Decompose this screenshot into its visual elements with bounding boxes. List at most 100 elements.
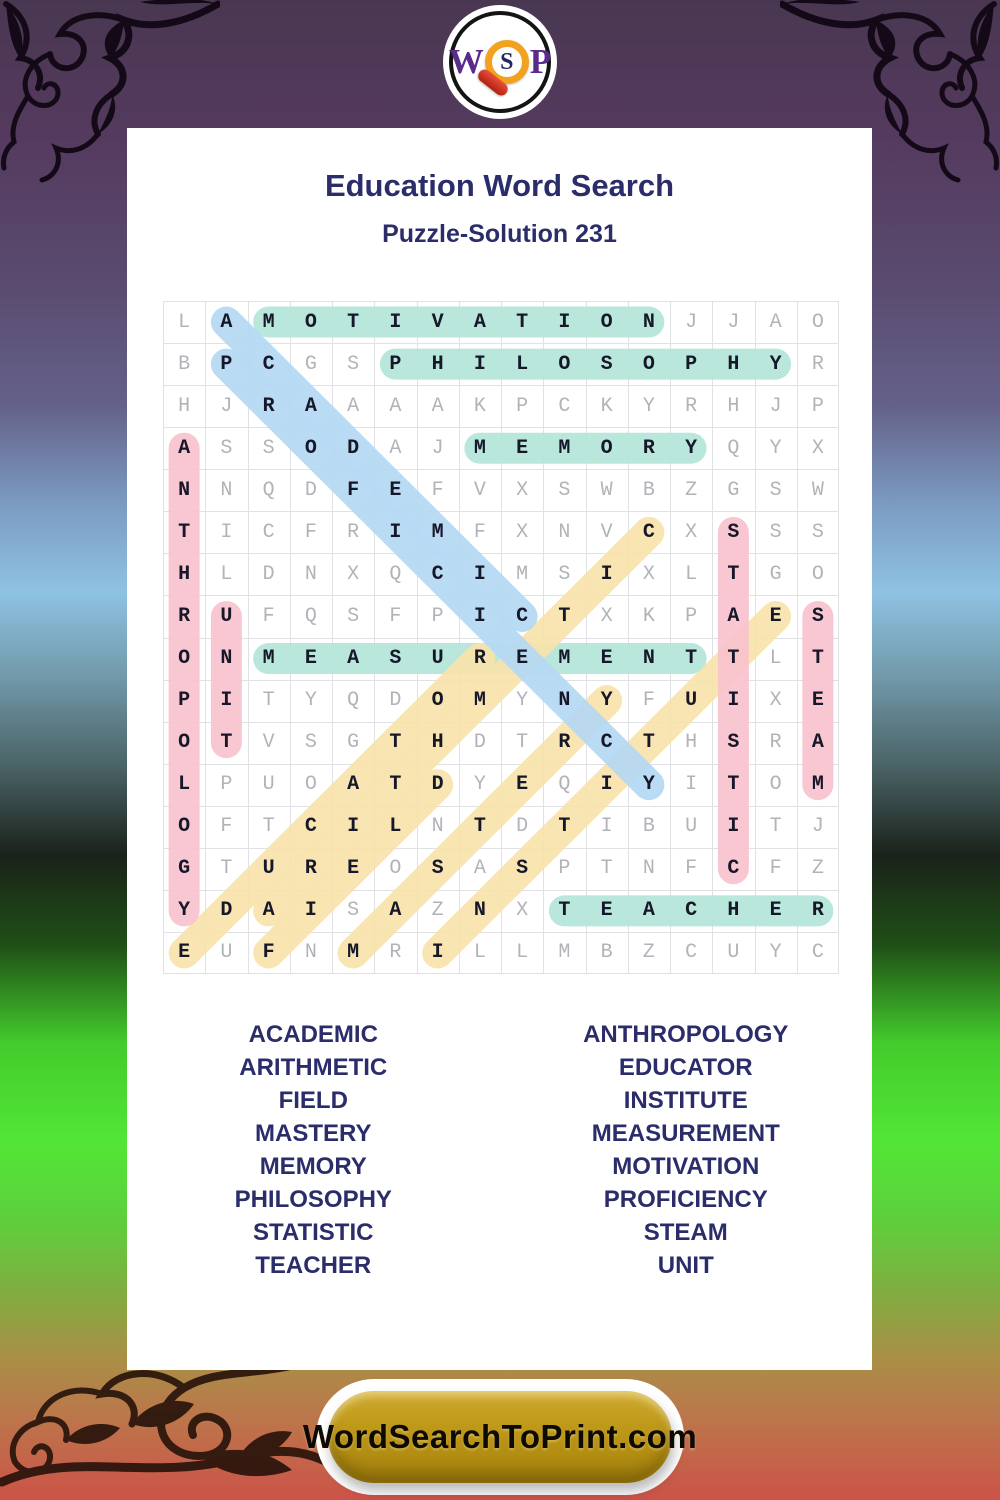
grid-letter: E bbox=[516, 647, 529, 671]
word-list-item: STEAM bbox=[643, 1219, 728, 1246]
grid-letter: Y bbox=[178, 899, 191, 923]
grid-letter: R bbox=[473, 647, 486, 671]
grid-letter: M bbox=[473, 689, 486, 713]
grid-letter: T bbox=[727, 562, 740, 586]
grid-letter: C bbox=[642, 520, 655, 544]
grid-letter: O bbox=[178, 815, 191, 839]
grid-letter: E bbox=[347, 857, 360, 881]
grid-letter: N bbox=[178, 478, 191, 502]
page-title: Education Word Search bbox=[324, 168, 675, 203]
grid-letter: M bbox=[558, 436, 571, 460]
grid-letter: X bbox=[642, 562, 655, 586]
grid-letter: U bbox=[727, 941, 740, 965]
grid-letter: C bbox=[431, 562, 444, 586]
grid-letter: T bbox=[642, 731, 655, 755]
grid-letter: T bbox=[811, 647, 824, 671]
grid-letter: V bbox=[473, 478, 486, 502]
grid-letter: N bbox=[304, 941, 317, 965]
grid-letter: O bbox=[642, 352, 655, 376]
grid-letter: N bbox=[558, 520, 571, 544]
grid-letter: O bbox=[389, 857, 402, 881]
grid-letter: Y bbox=[642, 394, 655, 418]
grid-letter: S bbox=[389, 647, 402, 671]
grid-letter: F bbox=[769, 857, 782, 881]
grid-letter: E bbox=[600, 899, 613, 923]
grid-letter: H bbox=[727, 899, 740, 923]
word-list-left-column: ACADEMIC ARITHMETIC FIELD MASTERY MEMORY PHIL… bbox=[127, 1018, 500, 1282]
grid-letter: H bbox=[178, 394, 191, 418]
grid-letter: Q bbox=[262, 478, 275, 502]
grid-letter: I bbox=[304, 899, 317, 923]
word-list-item: MASTERY bbox=[255, 1120, 372, 1147]
grid-letter: I bbox=[389, 310, 402, 334]
grid-letter: Y bbox=[769, 436, 782, 460]
grid-letter: U bbox=[262, 773, 275, 797]
grid-letter: J bbox=[811, 815, 824, 839]
grid-letter: H bbox=[727, 352, 740, 376]
word-list-item: MEASUREMENT bbox=[591, 1120, 780, 1147]
grid-letter: X bbox=[516, 899, 529, 923]
grid-letter: Y bbox=[769, 941, 782, 965]
grid-letter: S bbox=[262, 436, 275, 460]
grid-letter: T bbox=[558, 815, 571, 839]
grid-letter: L bbox=[473, 941, 486, 965]
grid-letter: U bbox=[220, 941, 233, 965]
highlight-proficiency bbox=[210, 348, 665, 801]
grid-letter: F bbox=[389, 604, 402, 628]
grid-letter: T bbox=[600, 857, 613, 881]
grid-letter: Q bbox=[304, 604, 317, 628]
grid-highlights-layer bbox=[163, 301, 839, 974]
grid-letter: T bbox=[516, 731, 529, 755]
grid-letter: R bbox=[262, 394, 275, 418]
grid-letter: N bbox=[431, 815, 444, 839]
grid-letter: A bbox=[262, 899, 275, 923]
grid-letter: K bbox=[473, 394, 486, 418]
grid-letter: B bbox=[178, 352, 191, 376]
grid-letter: O bbox=[304, 310, 317, 334]
grid-letter: X bbox=[516, 478, 529, 502]
grid-letter: T bbox=[769, 815, 782, 839]
grid-letter: J bbox=[685, 310, 698, 334]
grid-letter: S bbox=[347, 604, 360, 628]
grid-letter: L bbox=[769, 647, 782, 671]
website-button[interactable]: WordSearchToPrint.com bbox=[303, 1391, 697, 1483]
grid-letter: T bbox=[473, 815, 486, 839]
grid-letter: P bbox=[389, 352, 402, 376]
grid-letter: O bbox=[600, 436, 613, 460]
grid-letter: E bbox=[811, 689, 824, 713]
grid-letter: R bbox=[304, 857, 317, 881]
grid-letter: S bbox=[600, 352, 613, 376]
wsp-logo: W S P bbox=[443, 5, 557, 119]
grid-letter: F bbox=[347, 478, 360, 502]
grid-letter: C bbox=[558, 394, 571, 418]
grid-letter: T bbox=[262, 815, 275, 839]
grid-letter: Y bbox=[600, 689, 613, 713]
grid-letter: D bbox=[262, 562, 275, 586]
grid-letter: A bbox=[389, 394, 402, 418]
grid-letter: F bbox=[220, 815, 233, 839]
grid-letter: A bbox=[304, 394, 317, 418]
grid-letter: U bbox=[685, 815, 698, 839]
grid-letter: L bbox=[516, 352, 529, 376]
word-list-item: TEACHER bbox=[255, 1252, 372, 1279]
grid-letter: T bbox=[389, 773, 402, 797]
grid-letter: M bbox=[431, 520, 444, 544]
grid-letter: R bbox=[811, 899, 824, 923]
grid-letter: J bbox=[769, 394, 782, 418]
word-list-item: MEMORY bbox=[259, 1153, 367, 1180]
grid-letter: D bbox=[220, 899, 233, 923]
grid-letter: L bbox=[516, 941, 529, 965]
grid-letter: N bbox=[642, 857, 655, 881]
grid-letter: P bbox=[516, 394, 529, 418]
grid-letter: N bbox=[220, 647, 233, 671]
grid-letter: M bbox=[558, 647, 571, 671]
word-list-item: PHILOSOPHY bbox=[234, 1186, 392, 1213]
grid-letter: P bbox=[685, 352, 698, 376]
grid-letter: O bbox=[769, 773, 782, 797]
grid-letter: O bbox=[304, 773, 317, 797]
grid-letter: U bbox=[220, 604, 233, 628]
word-list-right-column: ANTHROPOLOGY EDUCATOR INSTITUTE MEASUREMENT… bbox=[500, 1018, 873, 1282]
grid-letter: S bbox=[811, 520, 824, 544]
grid-letter: A bbox=[431, 394, 444, 418]
grid-letter: C bbox=[727, 857, 740, 881]
